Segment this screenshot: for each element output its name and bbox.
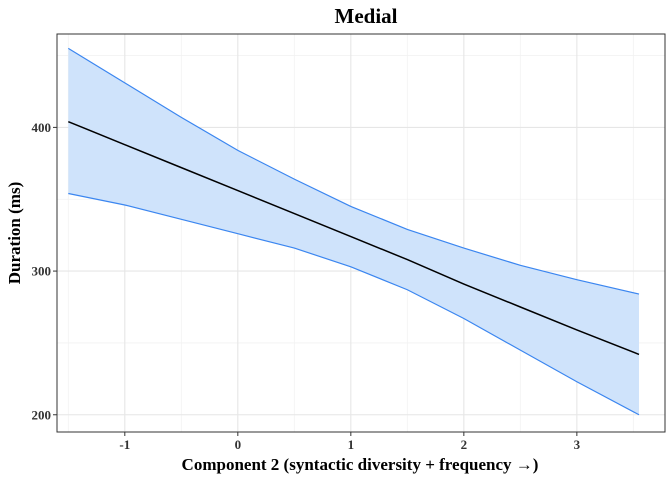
y-tick-label: 400	[32, 120, 52, 135]
fit-line-layer	[68, 120, 640, 356]
confidence-band-area	[68, 48, 640, 415]
x-tick-label: -1	[119, 437, 130, 452]
x-tick-label: 1	[348, 437, 355, 452]
confidence-band	[67, 47, 640, 416]
x-axis: -1 0 1 2 3	[119, 432, 581, 452]
x-axis-title: Component 2 (syntactic diversity + frequ…	[182, 455, 539, 474]
x-tick-label: 0	[235, 437, 242, 452]
lower-bound-line	[68, 192, 640, 416]
x-tick-label: 2	[461, 437, 468, 452]
y-tick-label: 200	[32, 407, 52, 422]
chart-title: Medial	[335, 4, 398, 28]
panel-border	[56, 33, 666, 433]
x-tick-label: 3	[574, 437, 581, 452]
y-tick-label: 300	[32, 264, 52, 279]
y-axis-title: Duration (ms)	[5, 182, 24, 284]
y-axis: 200 300 400	[32, 120, 57, 422]
upper-bound-line	[67, 47, 640, 295]
fit-line	[68, 120, 640, 356]
